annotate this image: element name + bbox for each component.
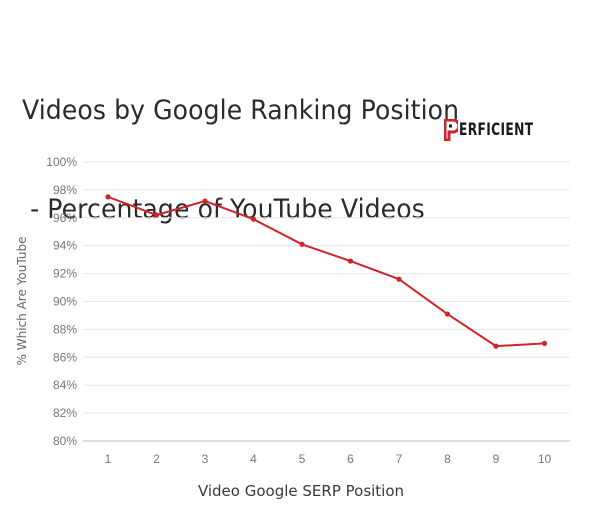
x-axis-ticks: 1 2 3 4 5 6 7 8 9 10 — [105, 452, 552, 466]
y-tick-label: 90% — [53, 295, 77, 309]
y-tick-label: 100% — [46, 155, 77, 169]
x-tick-label: 1 — [105, 452, 112, 466]
y-tick-label: 82% — [53, 406, 77, 420]
data-point — [541, 340, 548, 346]
data-point — [153, 212, 160, 218]
chart-title: Videos by Google Ranking Position - Perc… — [22, 28, 459, 259]
x-tick-label: 4 — [250, 452, 257, 466]
grid-lines — [83, 161, 570, 414]
y-tick-label: 92% — [53, 267, 77, 281]
y-tick-label: 88% — [53, 322, 77, 336]
data-series-line — [107, 195, 545, 348]
x-tick-label: 2 — [153, 452, 160, 466]
data-point — [493, 343, 499, 349]
y-tick-label: 96% — [53, 211, 77, 225]
data-point — [299, 241, 305, 247]
y-tick-label: 84% — [53, 378, 77, 392]
x-tick-label: 6 — [347, 452, 354, 466]
y-axis-ticks: 80% 82% 84% 86% 88% 90% 92% 94% 96% 98% 100% — [46, 155, 77, 448]
y-tick-label: 98% — [53, 183, 77, 197]
x-tick-label: 5 — [299, 452, 306, 466]
y-tick-label: 86% — [53, 350, 77, 364]
x-tick-label: 3 — [202, 452, 209, 466]
data-point — [105, 194, 111, 200]
perficient-p-icon — [444, 119, 458, 141]
x-axis-title: Video Google SERP Position — [198, 482, 404, 500]
data-point — [396, 276, 402, 282]
perficient-logo-text: ERFICIENT — [459, 120, 534, 140]
chart-title-line-2: - Percentage of YouTube Videos — [22, 194, 425, 225]
data-point — [347, 258, 354, 264]
y-axis-title: % Which Are YouTube — [15, 237, 29, 366]
data-point — [250, 216, 257, 222]
x-tick-label: 9 — [493, 452, 500, 466]
perficient-logo: ERFICIENT — [444, 118, 562, 142]
x-tick-label: 8 — [444, 452, 451, 466]
y-tick-label: 80% — [53, 434, 77, 448]
data-point-markers — [105, 194, 548, 349]
x-tick-label: 7 — [396, 452, 403, 466]
data-point — [202, 198, 208, 204]
chart-title-line-1: Videos by Google Ranking Position — [22, 95, 460, 126]
x-tick-label: 10 — [538, 452, 552, 466]
y-tick-label: 94% — [53, 239, 77, 253]
data-point — [444, 311, 451, 317]
